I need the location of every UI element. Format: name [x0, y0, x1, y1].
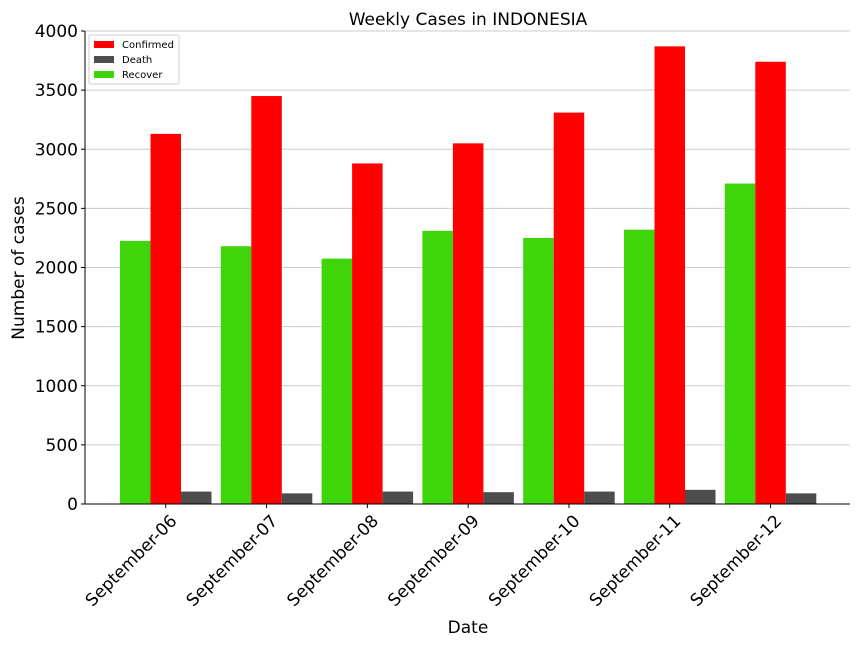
legend-label-death: Death — [122, 55, 152, 66]
y-tick-label: 3000 — [35, 140, 78, 160]
bar-confirmed — [452, 143, 484, 504]
y-tick-label: 1000 — [35, 377, 78, 397]
x-tick-label: September-06 — [82, 511, 181, 610]
bar-recover — [624, 229, 655, 504]
bar-recover — [422, 230, 453, 504]
x-tick-label: September-07 — [183, 511, 282, 610]
y-tick-label: 2000 — [35, 259, 78, 279]
x-tick-label: September-09 — [384, 511, 483, 610]
x-tick-label: September-11 — [586, 511, 685, 610]
bar-confirmed — [251, 96, 282, 504]
legend-swatch-confirmed — [94, 41, 114, 48]
legend-swatch-recover — [94, 71, 114, 78]
y-tick-label: 3500 — [35, 81, 78, 101]
bar-confirmed — [654, 46, 685, 505]
legend-label-recover: Recover — [122, 70, 163, 81]
bar-confirmed — [755, 61, 786, 505]
bar-death — [785, 493, 817, 504]
bar-death — [483, 492, 514, 504]
y-axis-label: Number of cases — [9, 196, 29, 340]
y-tick-label: 4000 — [35, 22, 78, 42]
y-tick-label: 2500 — [35, 199, 78, 219]
x-tick-label: September-12 — [687, 511, 786, 610]
legend-label-confirmed: Confirmed — [122, 40, 174, 51]
bar-death — [685, 489, 716, 504]
bar-recover — [220, 246, 252, 504]
bar-death — [181, 491, 212, 504]
y-ticks: 0 500 1000 1500 2000 2500 3000 3500 4000 — [35, 22, 85, 515]
bar-confirmed — [150, 133, 181, 504]
chart-title: Weekly Cases in INDONESIA — [349, 10, 588, 30]
legend-swatch-death — [94, 56, 114, 63]
x-ticks: September-06 September-07 September-08 Sept… — [82, 504, 786, 611]
bar-recover — [321, 258, 353, 504]
bar-confirmed — [553, 112, 585, 504]
bar-death — [281, 493, 313, 504]
y-tick-label: 0 — [67, 495, 78, 515]
x-tick-label: September-10 — [485, 511, 584, 610]
bar-death — [382, 491, 414, 504]
x-tick-label: September-08 — [283, 511, 382, 610]
y-tick-label: 1500 — [35, 318, 78, 338]
bar-recover — [523, 237, 554, 504]
legend: Confirmed Death Recover — [88, 34, 180, 85]
bar-recover — [120, 240, 151, 505]
bars — [120, 46, 817, 505]
bar-death — [584, 491, 615, 504]
x-axis-label: Date — [448, 618, 489, 638]
bar-recover — [724, 183, 756, 505]
y-tick-label: 500 — [46, 436, 78, 456]
bar-confirmed — [352, 163, 383, 504]
